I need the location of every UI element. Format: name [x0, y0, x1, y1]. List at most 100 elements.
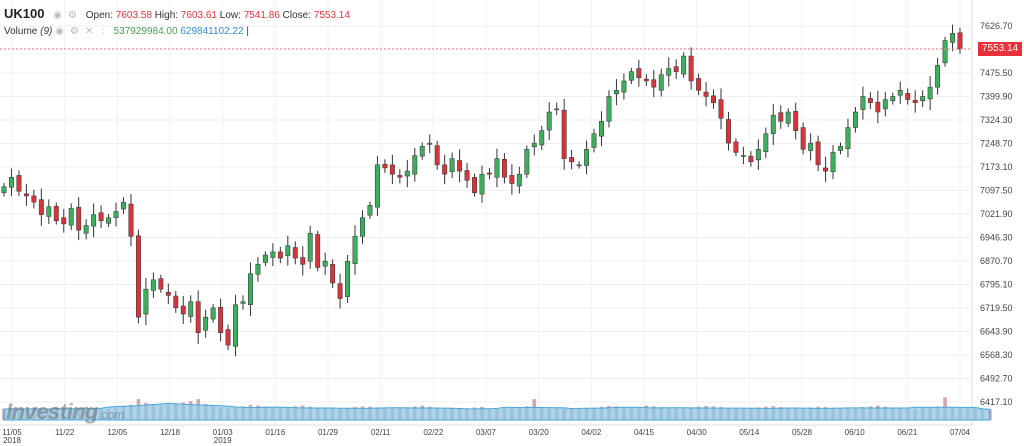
y-tick-label: 6643.90 [980, 327, 1013, 337]
candle-body [479, 173, 485, 195]
candle-body [733, 141, 739, 153]
candle-body [494, 158, 500, 178]
candle-body [158, 278, 164, 290]
candle-body [830, 152, 836, 172]
eye-icon[interactable]: ◉ [55, 26, 64, 37]
candle-body [524, 149, 530, 175]
candle-body [651, 79, 657, 88]
candle-body [128, 203, 134, 237]
candle-body [591, 133, 597, 148]
candle-body [464, 170, 470, 181]
candle-body [658, 74, 664, 91]
candle-body [61, 217, 67, 225]
volume-indicator-row: Volume (9) ◉ ⚙ ✕ : 537929984.00 629841102.… [4, 26, 249, 37]
candle-body [561, 109, 567, 159]
candle-body [292, 247, 298, 259]
candle-body [935, 65, 941, 88]
candle-body [905, 93, 911, 100]
candle-body [83, 225, 89, 234]
settings-icon[interactable]: ⚙ [67, 10, 77, 21]
candle-body [442, 164, 448, 175]
candle-body [457, 160, 463, 172]
candle-body [487, 172, 492, 175]
candle-body [785, 111, 791, 124]
candle-body [666, 68, 672, 76]
candle-body [606, 96, 612, 122]
candle-body [1, 186, 7, 194]
candle-body [53, 205, 59, 222]
close-value: 7553.14 [313, 10, 350, 21]
candle-body [173, 295, 179, 309]
candle-body [688, 55, 694, 82]
candle-body [143, 288, 149, 315]
candle-body [203, 316, 209, 331]
candles-layer [1, 24, 963, 357]
candle-body [636, 68, 642, 79]
candle-body [135, 235, 141, 318]
candle-body [210, 307, 216, 320]
y-tick-label: 7248.70 [980, 139, 1013, 149]
candle-body [16, 175, 22, 192]
candle-body [800, 127, 806, 150]
x-tick-year: 2018 [3, 436, 21, 445]
cursor-bar-icon: | [246, 26, 249, 37]
candle-body [352, 236, 358, 264]
candle-body [397, 175, 403, 178]
x-tick-label: 02/22 [423, 428, 444, 437]
candle-body [374, 164, 380, 208]
candle-body [31, 195, 37, 203]
y-tick-label: 6417.10 [980, 397, 1013, 407]
logo-text: Investing [6, 399, 99, 424]
candle-body [337, 283, 343, 299]
y-tick-label: 6946.30 [980, 233, 1013, 243]
candle-body [419, 145, 425, 157]
candle-body [726, 119, 731, 144]
y-axis: 7626.707551.107475.507399.907324.307248.… [980, 21, 1013, 407]
volume-ma-area [3, 402, 991, 421]
candle-body [472, 177, 477, 194]
candle-body [330, 264, 336, 284]
candle-body [927, 86, 933, 100]
y-tick-label: 6719.50 [980, 303, 1013, 313]
candle-body [113, 211, 119, 218]
x-tick-label: 01/16 [265, 428, 286, 437]
candle-body [180, 305, 186, 315]
candle-body [240, 301, 246, 304]
candle-body [711, 95, 716, 103]
candle-body [599, 121, 604, 137]
candle-body [285, 245, 291, 256]
candle-body [516, 173, 522, 187]
candle-body [270, 251, 276, 258]
volume-value: 537929984.00 [113, 26, 178, 37]
high-value: 7603.61 [180, 10, 217, 21]
candle-body [262, 254, 268, 263]
x-tick-label: 04/15 [634, 428, 655, 437]
candle-body [845, 127, 851, 149]
x-tick-label: 04/02 [581, 428, 602, 437]
candle-body [277, 251, 283, 259]
y-tick-label: 6568.30 [980, 350, 1013, 360]
candle-body [449, 158, 455, 172]
x-tick-label: 04/30 [687, 428, 708, 437]
candle-body [823, 167, 829, 172]
candle-body [76, 206, 82, 231]
candle-body [315, 234, 321, 268]
candle-body [46, 206, 52, 217]
candle-body [195, 301, 201, 333]
ohlc-header: UK100 ◉ ⚙ Open: 7603.58 High: 7603.61 Low… [4, 6, 350, 21]
candle-body [643, 78, 649, 82]
candle-body [23, 193, 29, 197]
eye-icon[interactable]: ◉ [53, 10, 62, 21]
settings-icon[interactable]: ⚙ [69, 26, 79, 37]
y-tick-label: 7475.50 [980, 68, 1013, 78]
x-tick-label: 05/14 [739, 428, 760, 437]
candle-body [867, 98, 873, 103]
candle-body [681, 55, 687, 75]
candle-body [218, 306, 224, 333]
y-tick-label: 7021.90 [980, 209, 1013, 219]
x-tick-label: 03/20 [529, 428, 550, 437]
candle-body [890, 96, 896, 102]
close-icon[interactable]: ✕ [84, 26, 94, 37]
candle-body [501, 159, 507, 178]
